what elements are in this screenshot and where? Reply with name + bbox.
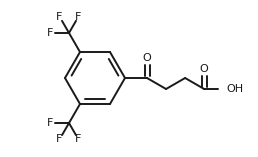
Text: OH: OH — [226, 84, 243, 94]
Text: O: O — [200, 64, 208, 74]
Text: F: F — [47, 28, 53, 38]
Text: F: F — [75, 11, 82, 22]
Text: F: F — [75, 135, 82, 144]
Text: F: F — [56, 135, 63, 144]
Text: O: O — [143, 53, 151, 63]
Text: F: F — [56, 11, 63, 22]
Text: F: F — [47, 118, 53, 128]
